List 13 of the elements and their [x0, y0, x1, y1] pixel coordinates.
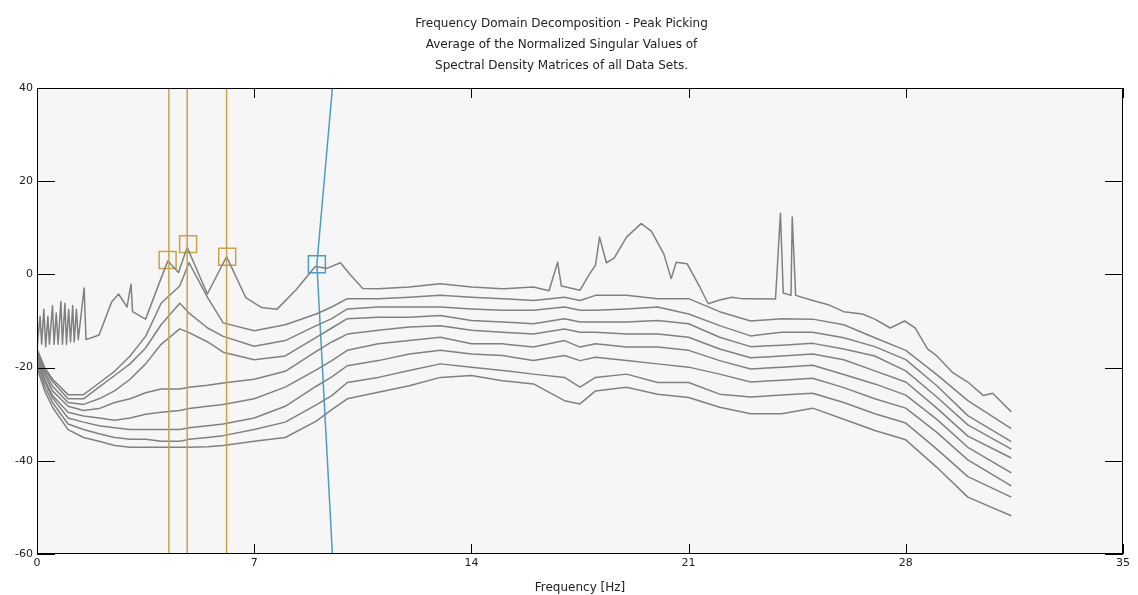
x-tick-label: 14 — [464, 556, 479, 570]
x-tick-label: 35 — [1116, 556, 1130, 570]
x-tick-label: 21 — [681, 556, 696, 570]
chart-title: Frequency Domain Decomposition - Peak Picking Average of the Normalized Singular Values of Spectral Density Matrices of all Data Sets. — [415, 15, 708, 72]
y-tick-label: 0 — [26, 267, 33, 281]
x-tick-label: 28 — [898, 556, 913, 570]
y-tick-label: -60 — [15, 546, 33, 560]
y-tick-label: -40 — [15, 453, 33, 467]
y-tick-label: 20 — [19, 174, 33, 188]
x-tick-label: 7 — [250, 556, 258, 570]
x-axis-title: Frequency [Hz] — [534, 579, 626, 594]
y-tick-label: 40 — [19, 80, 33, 94]
y-tick-label: -20 — [15, 360, 33, 374]
